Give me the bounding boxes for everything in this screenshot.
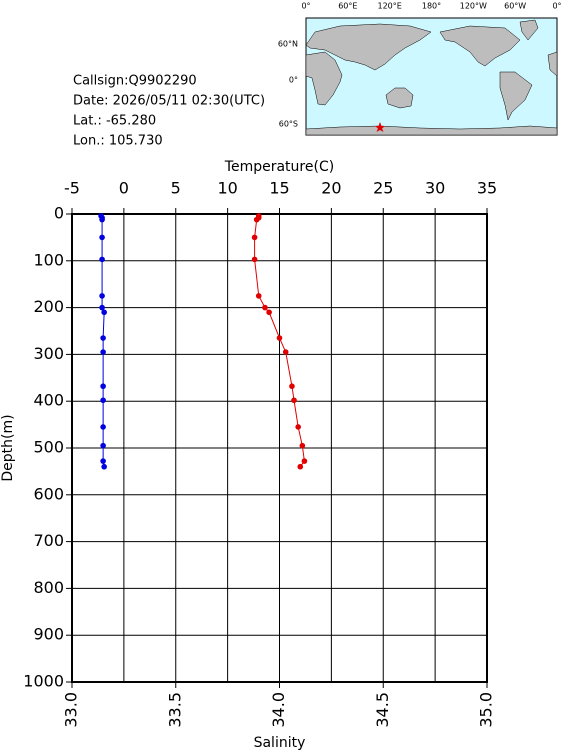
profile-point [100,458,106,464]
profile-point [251,256,258,263]
profile-point [266,309,272,316]
profile-point [100,349,106,355]
profile-point [255,293,262,299]
x-tick-label: 25 [373,179,393,198]
y-tick-label: 1000 [23,672,64,691]
x-tick-label: 10 [217,179,237,198]
map-lat-label: 60°S [279,120,298,129]
profile-point [100,397,106,404]
x2-tick-label: 34.5 [373,692,392,728]
x-tick-label: 5 [171,179,181,198]
map-land [547,51,558,77]
y-tick-label: 700 [33,531,64,550]
info-line: Lat.: -65.280 [73,114,156,129]
profile-point [99,256,105,263]
profile-point [99,234,105,241]
world-map [305,17,558,136]
profile-point [276,335,283,341]
profile-point [101,309,107,316]
profile-point [289,383,295,390]
x-tick-label: 20 [321,179,341,198]
info-line: Date: 2026/05/11 02:30(UTC) [73,94,265,109]
map-lon-label: 60°E [338,2,357,11]
y-tick-label: 600 [33,484,64,503]
plot-frame [71,213,488,683]
info-line: Lon.: 105.730 [73,134,163,149]
profile-point [100,383,106,390]
y-tick-label: 900 [33,625,64,644]
profile-line [254,215,305,468]
profile-point [100,335,106,341]
map-lon-label: 0° [552,2,561,11]
map-lon-label: 180° [422,2,441,11]
x2-tick-label: 35.0 [477,692,496,728]
x-axis-title: Temperature(C) [224,159,334,175]
profile-point [100,424,106,430]
map-land [499,71,533,121]
profile-point [99,304,105,311]
profile-point [251,234,258,241]
profile-point [297,463,304,470]
x2-tick-label: 34.0 [269,692,288,728]
map-land [385,87,414,109]
profile-point [99,293,105,299]
map-lon-label: 120°W [460,2,487,11]
profile-point [253,216,260,223]
profile-point [301,458,308,464]
profile-point [282,349,289,355]
profile-point [101,463,107,470]
x-tick-label: 35 [477,179,497,198]
info-line: Callsign:Q9902290 [73,74,197,89]
map-land [305,23,432,71]
x-tick-label: 30 [425,179,445,198]
profile-point [262,304,268,311]
y-tick-label: 500 [33,438,64,457]
y-tick-label: 0 [54,204,64,223]
y-axis-title: Depth(m) [0,414,16,481]
profile-point [99,216,105,223]
map-lon-label: 60°W [504,2,526,11]
x-tick-label: 15 [269,179,289,198]
x-tick-label: -5 [64,179,80,198]
y-tick-label: 800 [33,578,64,597]
profile-point [299,442,306,449]
profile-point [100,442,106,449]
y-tick-label: 200 [33,297,64,316]
map-lat-label: 60°N [278,40,298,49]
x-tick-label: 0 [119,179,129,198]
x2-tick-label: 33.0 [62,692,81,728]
map-lon-label: 0° [301,2,310,11]
map-lon-label: 120°E [378,2,402,11]
map-land [305,51,343,106]
map-land [519,19,539,41]
x2-tick-label: 33.5 [165,692,184,728]
profile-point [291,397,297,404]
profile-line [100,215,105,467]
y-tick-label: 300 [33,344,64,363]
x2-axis-title: Salinity [254,735,306,751]
y-tick-label: 100 [33,250,64,269]
map-land [305,125,558,136]
map-lat-label: 0° [289,76,298,85]
map-land [439,25,521,67]
profile-point [295,424,301,430]
y-tick-label: 400 [33,391,64,410]
float-position [375,122,385,132]
